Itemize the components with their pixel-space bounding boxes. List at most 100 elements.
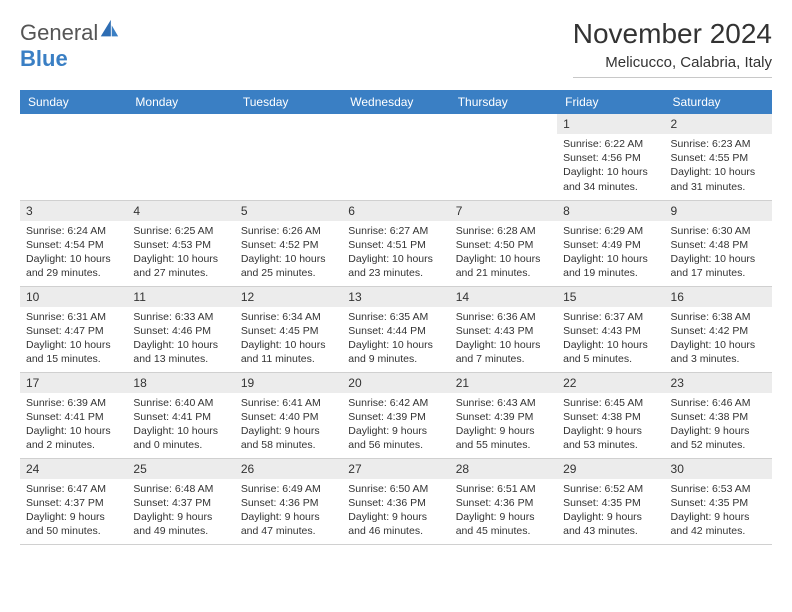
day-number: 18 xyxy=(127,373,234,393)
sunset-line: Sunset: 4:50 PM xyxy=(456,238,551,252)
day-number: 26 xyxy=(235,459,342,479)
sunrise-line: Sunrise: 6:52 AM xyxy=(563,482,658,496)
sunrise-line: Sunrise: 6:40 AM xyxy=(133,396,228,410)
daylight-line: Daylight: 10 hours and 19 minutes. xyxy=(563,252,658,280)
daylight-line: Daylight: 10 hours and 0 minutes. xyxy=(133,424,228,452)
day-number: 3 xyxy=(20,201,127,221)
day-details: Sunrise: 6:49 AMSunset: 4:36 PMDaylight:… xyxy=(235,479,342,543)
sunset-line: Sunset: 4:49 PM xyxy=(563,238,658,252)
sunrise-line: Sunrise: 6:27 AM xyxy=(348,224,443,238)
weekday-header-row: SundayMondayTuesdayWednesdayThursdayFrid… xyxy=(20,90,772,114)
calendar-cell: 25Sunrise: 6:48 AMSunset: 4:37 PMDayligh… xyxy=(127,458,234,544)
calendar-cell: .. xyxy=(20,114,127,200)
sunrise-line: Sunrise: 6:36 AM xyxy=(456,310,551,324)
day-details: Sunrise: 6:53 AMSunset: 4:35 PMDaylight:… xyxy=(665,479,772,543)
daylight-line: Daylight: 9 hours and 42 minutes. xyxy=(671,510,766,538)
day-number: 16 xyxy=(665,287,772,307)
calendar-cell: 23Sunrise: 6:46 AMSunset: 4:38 PMDayligh… xyxy=(665,372,772,458)
sunset-line: Sunset: 4:43 PM xyxy=(456,324,551,338)
sunset-line: Sunset: 4:44 PM xyxy=(348,324,443,338)
sunset-line: Sunset: 4:54 PM xyxy=(26,238,121,252)
calendar-cell: 18Sunrise: 6:40 AMSunset: 4:41 PMDayligh… xyxy=(127,372,234,458)
day-number: 21 xyxy=(450,373,557,393)
calendar-cell: 15Sunrise: 6:37 AMSunset: 4:43 PMDayligh… xyxy=(557,286,664,372)
sunset-line: Sunset: 4:38 PM xyxy=(563,410,658,424)
day-details: Sunrise: 6:29 AMSunset: 4:49 PMDaylight:… xyxy=(557,221,664,285)
location-label: Melicucco, Calabria, Italy xyxy=(573,54,772,71)
daylight-line: Daylight: 10 hours and 17 minutes. xyxy=(671,252,766,280)
day-details: Sunrise: 6:34 AMSunset: 4:45 PMDaylight:… xyxy=(235,307,342,371)
calendar-cell: 28Sunrise: 6:51 AMSunset: 4:36 PMDayligh… xyxy=(450,458,557,544)
calendar-cell: 11Sunrise: 6:33 AMSunset: 4:46 PMDayligh… xyxy=(127,286,234,372)
sunrise-line: Sunrise: 6:30 AM xyxy=(671,224,766,238)
day-details: Sunrise: 6:36 AMSunset: 4:43 PMDaylight:… xyxy=(450,307,557,371)
day-details: Sunrise: 6:47 AMSunset: 4:37 PMDaylight:… xyxy=(20,479,127,543)
sunset-line: Sunset: 4:47 PM xyxy=(26,324,121,338)
sunrise-line: Sunrise: 6:35 AM xyxy=(348,310,443,324)
day-number: 4 xyxy=(127,201,234,221)
daylight-line: Daylight: 10 hours and 13 minutes. xyxy=(133,338,228,366)
daylight-line: Daylight: 9 hours and 50 minutes. xyxy=(26,510,121,538)
daylight-line: Daylight: 10 hours and 15 minutes. xyxy=(26,338,121,366)
sunrise-line: Sunrise: 6:53 AM xyxy=(671,482,766,496)
day-details: Sunrise: 6:40 AMSunset: 4:41 PMDaylight:… xyxy=(127,393,234,457)
day-number: 10 xyxy=(20,287,127,307)
day-number: 12 xyxy=(235,287,342,307)
calendar-cell: 26Sunrise: 6:49 AMSunset: 4:36 PMDayligh… xyxy=(235,458,342,544)
day-details: Sunrise: 6:51 AMSunset: 4:36 PMDaylight:… xyxy=(450,479,557,543)
sunset-line: Sunset: 4:52 PM xyxy=(241,238,336,252)
sunset-line: Sunset: 4:38 PM xyxy=(671,410,766,424)
day-number: 30 xyxy=(665,459,772,479)
daylight-line: Daylight: 10 hours and 9 minutes. xyxy=(348,338,443,366)
sunset-line: Sunset: 4:41 PM xyxy=(26,410,121,424)
day-number: 11 xyxy=(127,287,234,307)
calendar-cell: .. xyxy=(127,114,234,200)
daylight-line: Daylight: 10 hours and 21 minutes. xyxy=(456,252,551,280)
sunset-line: Sunset: 4:53 PM xyxy=(133,238,228,252)
day-details: Sunrise: 6:39 AMSunset: 4:41 PMDaylight:… xyxy=(20,393,127,457)
sunset-line: Sunset: 4:36 PM xyxy=(241,496,336,510)
day-details: Sunrise: 6:42 AMSunset: 4:39 PMDaylight:… xyxy=(342,393,449,457)
daylight-line: Daylight: 10 hours and 27 minutes. xyxy=(133,252,228,280)
calendar-cell: 8Sunrise: 6:29 AMSunset: 4:49 PMDaylight… xyxy=(557,200,664,286)
daylight-line: Daylight: 10 hours and 11 minutes. xyxy=(241,338,336,366)
calendar-row: 10Sunrise: 6:31 AMSunset: 4:47 PMDayligh… xyxy=(20,286,772,372)
calendar-cell: 27Sunrise: 6:50 AMSunset: 4:36 PMDayligh… xyxy=(342,458,449,544)
day-details: Sunrise: 6:30 AMSunset: 4:48 PMDaylight:… xyxy=(665,221,772,285)
sunset-line: Sunset: 4:46 PM xyxy=(133,324,228,338)
sunrise-line: Sunrise: 6:28 AM xyxy=(456,224,551,238)
calendar-cell: .. xyxy=(450,114,557,200)
calendar-row: ..........1Sunrise: 6:22 AMSunset: 4:56 … xyxy=(20,114,772,200)
day-number: 24 xyxy=(20,459,127,479)
daylight-line: Daylight: 10 hours and 34 minutes. xyxy=(563,165,658,193)
weekday-header: Saturday xyxy=(665,90,772,114)
day-details: Sunrise: 6:37 AMSunset: 4:43 PMDaylight:… xyxy=(557,307,664,371)
daylight-line: Daylight: 10 hours and 2 minutes. xyxy=(26,424,121,452)
calendar-cell: 7Sunrise: 6:28 AMSunset: 4:50 PMDaylight… xyxy=(450,200,557,286)
sunset-line: Sunset: 4:43 PM xyxy=(563,324,658,338)
sunrise-line: Sunrise: 6:29 AM xyxy=(563,224,658,238)
month-title: November 2024 xyxy=(573,18,772,50)
weekday-header: Tuesday xyxy=(235,90,342,114)
weekday-header: Friday xyxy=(557,90,664,114)
day-details: Sunrise: 6:41 AMSunset: 4:40 PMDaylight:… xyxy=(235,393,342,457)
daylight-line: Daylight: 10 hours and 31 minutes. xyxy=(671,165,766,193)
weekday-header: Thursday xyxy=(450,90,557,114)
day-number: 17 xyxy=(20,373,127,393)
sunset-line: Sunset: 4:36 PM xyxy=(348,496,443,510)
calendar-cell: .. xyxy=(235,114,342,200)
sunset-line: Sunset: 4:41 PM xyxy=(133,410,228,424)
daylight-line: Daylight: 9 hours and 58 minutes. xyxy=(241,424,336,452)
sunrise-line: Sunrise: 6:24 AM xyxy=(26,224,121,238)
day-number: 27 xyxy=(342,459,449,479)
day-number: 23 xyxy=(665,373,772,393)
day-number: 25 xyxy=(127,459,234,479)
daylight-line: Daylight: 9 hours and 47 minutes. xyxy=(241,510,336,538)
header: General Blue November 2024 Melicucco, Ca… xyxy=(20,18,772,78)
calendar-cell: 6Sunrise: 6:27 AMSunset: 4:51 PMDaylight… xyxy=(342,200,449,286)
daylight-line: Daylight: 9 hours and 53 minutes. xyxy=(563,424,658,452)
sunrise-line: Sunrise: 6:51 AM xyxy=(456,482,551,496)
day-number: 6 xyxy=(342,201,449,221)
day-details: Sunrise: 6:35 AMSunset: 4:44 PMDaylight:… xyxy=(342,307,449,371)
sunset-line: Sunset: 4:45 PM xyxy=(241,324,336,338)
